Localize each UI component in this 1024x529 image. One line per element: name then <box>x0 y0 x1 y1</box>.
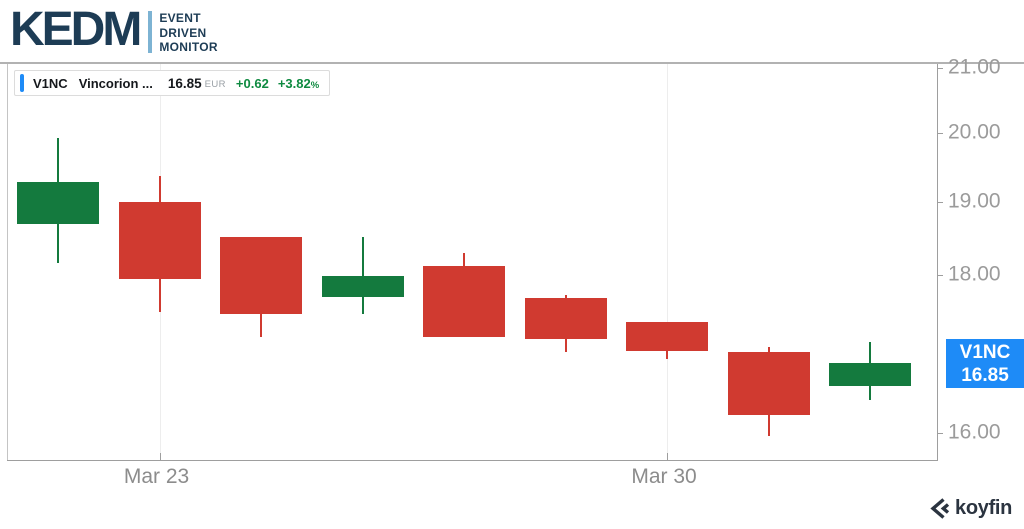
candle-body[interactable] <box>118 201 201 280</box>
legend-last-price: 16.85 <box>167 75 202 91</box>
koyfin-chevrons-icon <box>929 497 955 520</box>
candle-body[interactable] <box>423 265 505 337</box>
badge-price: 16.85 <box>961 365 1009 387</box>
security-legend[interactable]: V1NC Vincorion ... 16.85 EUR +0.62 +3.82… <box>14 70 331 96</box>
candle-wick <box>361 237 364 315</box>
kedm-logo: KEDM EVENT DRIVEN MONITOR <box>10 4 218 56</box>
kedm-tagline: EVENT DRIVEN MONITOR <box>159 11 218 55</box>
price-axis-line <box>937 64 938 460</box>
y-axis-tick-label: 18.00 <box>948 262 1001 286</box>
candle-body[interactable] <box>727 352 810 416</box>
legend-ticker: V1NC <box>33 75 68 91</box>
y-axis-tick <box>937 133 943 135</box>
y-axis-tick-label: 21.00 <box>948 55 1001 79</box>
y-axis-tick <box>937 68 943 69</box>
y-axis-tick-label: 16.00 <box>948 420 1001 444</box>
x-axis-tick-label: Mar 30 <box>631 465 697 488</box>
last-price-badge: V1NC 16.85 <box>946 339 1024 389</box>
y-axis-tick <box>937 432 943 434</box>
candle-body[interactable] <box>626 321 708 351</box>
y-axis-tick-label: 20.00 <box>948 120 1001 144</box>
x-axis-tick-label: Mar 23 <box>123 465 190 488</box>
kedm-tagline-line: DRIVEN <box>159 25 207 40</box>
legend-accent-bar <box>20 74 24 92</box>
legend-price-change: +0.62 <box>235 75 269 91</box>
koyfin-logo-text: koyfin <box>955 497 1013 519</box>
candle-body[interactable] <box>829 363 911 386</box>
kedm-logo-text: KEDM <box>10 3 142 56</box>
vertical-gridline <box>667 64 668 460</box>
kedm-logo-separator <box>148 11 153 53</box>
legend-currency: EUR <box>204 79 226 90</box>
candle-body[interactable] <box>321 276 404 297</box>
chart-top-border <box>0 62 1024 64</box>
y-axis-tick-label: 19.00 <box>948 189 1001 213</box>
badge-ticker: V1NC <box>959 342 1011 364</box>
chart-left-border <box>7 64 8 460</box>
time-axis-line <box>7 460 938 461</box>
kedm-tagline-line: EVENT <box>159 11 201 25</box>
koyfin-logo[interactable]: koyfin <box>929 497 1012 520</box>
percent-sign: % <box>310 79 320 91</box>
candle-body[interactable] <box>524 298 607 339</box>
y-axis-tick <box>937 202 943 204</box>
x-axis-tick <box>159 453 161 460</box>
kedm-tagline-line: MONITOR <box>159 40 218 54</box>
legend-percent-change: +3.82% <box>277 75 320 91</box>
candle-body[interactable] <box>17 181 99 225</box>
x-axis-tick <box>667 453 668 460</box>
y-axis-tick <box>937 274 943 276</box>
candle-body[interactable] <box>220 237 302 315</box>
legend-security-name: Vincorion ... <box>78 75 153 91</box>
